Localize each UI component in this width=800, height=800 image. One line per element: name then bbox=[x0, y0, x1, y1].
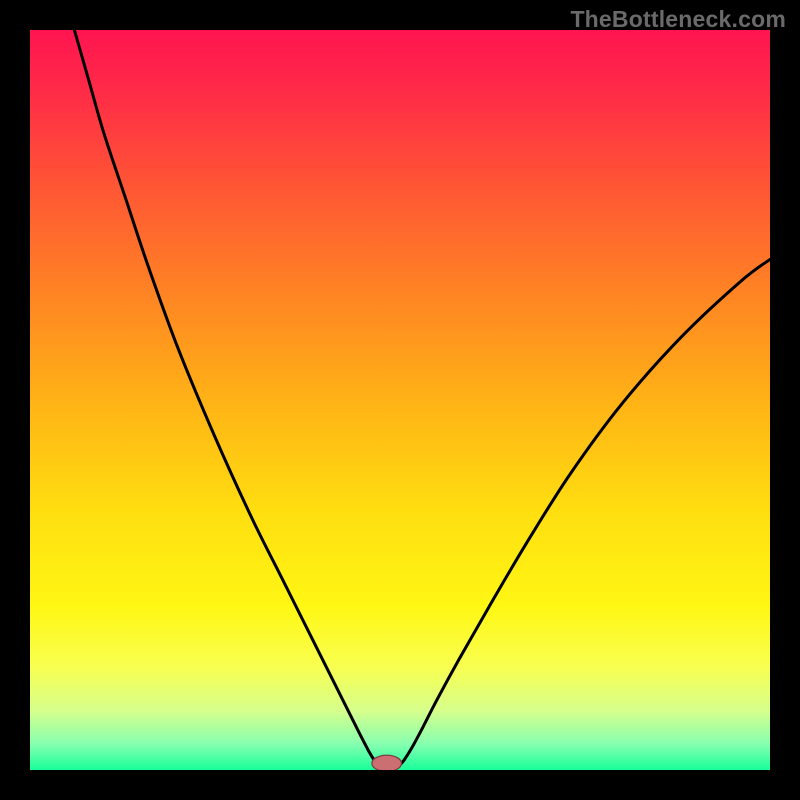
plot-area bbox=[30, 30, 770, 770]
plot-svg bbox=[30, 30, 770, 770]
chart-frame: TheBottleneck.com bbox=[0, 0, 800, 800]
watermark-text: TheBottleneck.com bbox=[570, 6, 786, 33]
